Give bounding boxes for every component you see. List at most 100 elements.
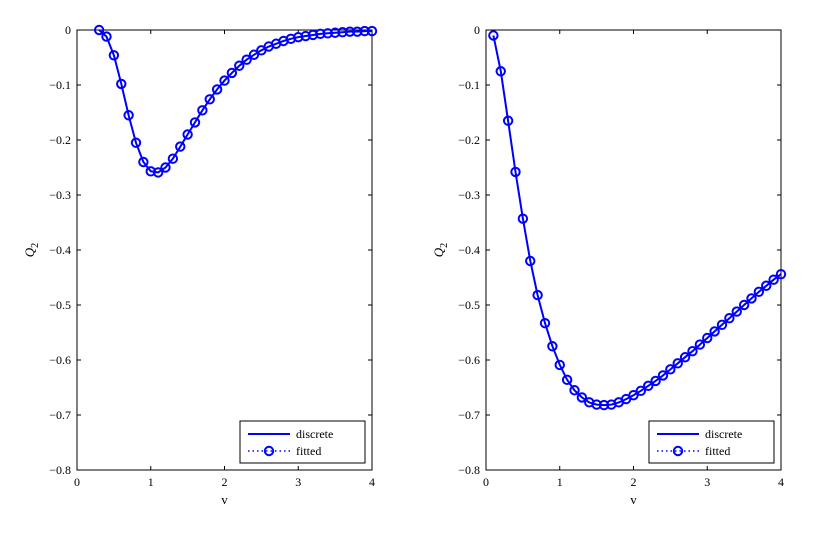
y-tick-label: −0.2	[49, 133, 71, 147]
y-tick-label: −0.2	[458, 133, 480, 147]
data-point-fitted	[101, 31, 112, 42]
data-point-fitted	[576, 392, 588, 403]
data-point-fitted	[160, 162, 171, 173]
legend: discrete fitted	[648, 420, 775, 464]
data-point-fitted	[488, 30, 499, 41]
data-point-fitted	[189, 117, 201, 128]
data-point-fitted	[93, 24, 105, 36]
data-point-fitted	[753, 286, 765, 297]
data-point-fitted	[130, 137, 142, 148]
data-point-fitted	[650, 375, 661, 387]
data-point-fitted	[561, 374, 573, 385]
data-point-fitted	[716, 319, 728, 330]
data-point-fitted	[775, 269, 787, 280]
data-point-fitted	[175, 141, 186, 152]
y-tick-label: −0.8	[458, 463, 480, 477]
legend-label-fitted: fitted	[296, 444, 321, 458]
legend-label-discrete: discrete	[296, 427, 333, 441]
series-line-fitted	[492, 35, 782, 406]
y-tick-label: −0.6	[49, 353, 71, 367]
y-tick-label: −0.6	[458, 353, 480, 367]
data-point-fitted	[532, 289, 543, 301]
data-point-fitted	[687, 346, 698, 357]
data-point-fitted	[731, 306, 742, 317]
data-point-fitted	[344, 26, 356, 37]
y-axis-label-subscript: 2	[439, 243, 450, 248]
data-point-fitted	[517, 213, 529, 224]
plot-area	[485, 29, 782, 471]
plot-area	[76, 29, 373, 471]
x-tick-label: 1	[148, 475, 154, 489]
y-tick-label: −0.3	[49, 188, 71, 202]
data-point-fitted	[768, 274, 779, 285]
data-point-fitted	[525, 255, 536, 267]
data-point-fitted	[116, 78, 127, 90]
y-tick-label: −0.7	[49, 408, 71, 422]
x-tick-label: 3	[704, 475, 710, 489]
x-axis-label: v	[221, 492, 228, 507]
legend-swatch-fitted-marker	[672, 445, 684, 457]
legend: discrete fitted	[239, 420, 366, 464]
y-tick-label: −0.1	[458, 78, 480, 92]
data-point-fitted	[746, 293, 757, 304]
y-axis-label-main: Q	[22, 247, 37, 257]
data-point-fitted	[241, 54, 252, 65]
series-line-discrete	[98, 29, 372, 174]
data-point-fitted	[694, 339, 706, 350]
data-point-fitted	[628, 390, 639, 401]
data-point-fitted	[679, 352, 691, 363]
y-axis-label: Q2	[22, 243, 41, 257]
data-point-fitted	[495, 66, 506, 77]
data-point-fitted	[211, 84, 223, 95]
data-point-fitted	[657, 370, 669, 381]
legend-box	[239, 420, 366, 464]
data-point-fitted	[366, 25, 378, 37]
y-axis-label-main: Q	[431, 247, 446, 257]
data-point-fitted	[554, 359, 565, 371]
y-tick-label: −0.4	[458, 243, 480, 257]
data-point-fitted	[724, 313, 735, 324]
x-tick-label: 4	[369, 475, 375, 489]
data-point-fitted	[359, 25, 370, 37]
y-tick-label: −0.1	[49, 78, 71, 92]
data-point-fitted	[152, 167, 164, 178]
data-point-fitted	[635, 385, 647, 396]
data-point-fitted	[547, 341, 558, 352]
legend-box	[648, 420, 775, 464]
data-point-fitted	[702, 332, 713, 344]
y-tick-label: −0.3	[458, 188, 480, 202]
data-point-fitted	[502, 115, 514, 126]
x-axis-label: v	[630, 492, 637, 507]
y-tick-label: −0.4	[49, 243, 71, 257]
x-tick-label: 2	[631, 475, 637, 489]
y-axis-label: Q2	[431, 243, 450, 257]
data-point-fitted	[665, 364, 676, 375]
data-point-fitted	[108, 50, 120, 61]
x-tick-label: 4	[778, 475, 784, 489]
data-point-fitted	[510, 166, 521, 178]
data-point-fitted	[138, 156, 149, 168]
data-point-fitted	[123, 110, 134, 121]
legend-label-discrete: discrete	[705, 427, 742, 441]
chart-left: 0 1 2 3 4 0 −0.1 −0.2 −0.3 −0.4 −0.5 −0.6 −0.7 −0.8 v Q…	[22, 23, 378, 507]
data-point-fitted	[234, 60, 245, 71]
data-point-fitted	[738, 299, 750, 311]
y-tick-label: −0.5	[49, 298, 71, 312]
data-point-fitted	[569, 385, 580, 396]
x-tick-label: 0	[74, 475, 80, 489]
data-point-fitted	[248, 49, 260, 60]
y-tick-label: 0	[474, 23, 480, 37]
data-point-fitted	[761, 280, 772, 291]
legend-swatch-fitted-marker	[263, 445, 275, 457]
x-tick-label: 3	[295, 475, 301, 489]
x-tick-label: 2	[222, 475, 228, 489]
data-point-fitted	[672, 358, 683, 369]
y-tick-label: −0.7	[458, 408, 480, 422]
legend-label-fitted: fitted	[705, 444, 730, 458]
data-point-fitted	[709, 326, 720, 337]
data-point-fitted	[539, 317, 551, 329]
data-point-fitted	[219, 75, 230, 86]
data-point-fitted	[167, 153, 179, 164]
data-point-fitted	[204, 94, 215, 105]
data-point-fitted	[197, 105, 208, 116]
